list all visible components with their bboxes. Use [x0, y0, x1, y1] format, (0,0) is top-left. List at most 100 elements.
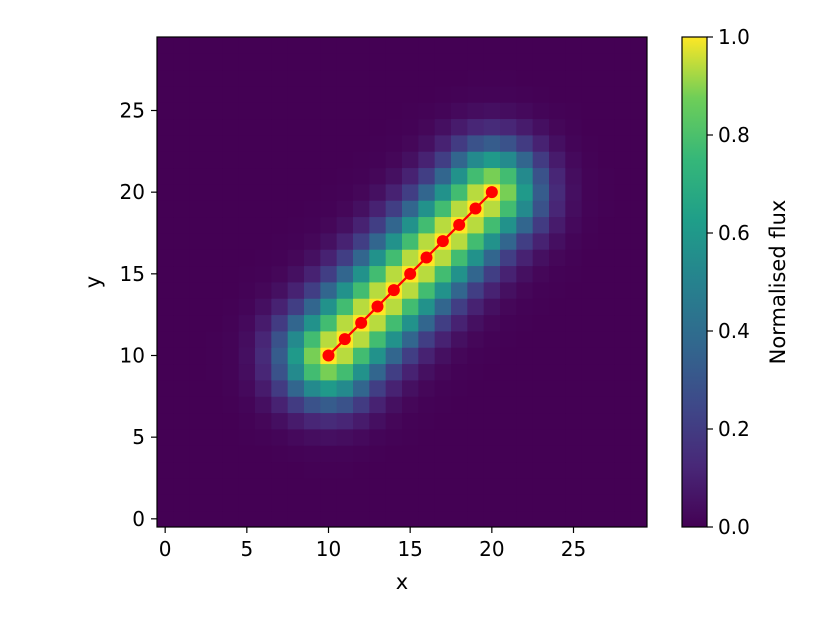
- heatmap-cell: [369, 347, 387, 365]
- heatmap-cell: [304, 118, 321, 136]
- heatmap-cell: [336, 265, 354, 283]
- heatmap-cell: [630, 494, 648, 512]
- heatmap-cell: [598, 184, 615, 201]
- heatmap-cell: [598, 494, 615, 512]
- heatmap-cell: [483, 380, 501, 397]
- heatmap-cell: [418, 412, 436, 430]
- heatmap-cell: [614, 249, 632, 267]
- heatmap-cell: [255, 363, 272, 381]
- heatmap-cell: [222, 184, 240, 201]
- heatmap-cell: [287, 510, 305, 528]
- heatmap-cell: [418, 233, 436, 250]
- heatmap-cell: [516, 429, 534, 446]
- heatmap-cell: [336, 216, 354, 234]
- heatmap-cell: [385, 461, 403, 479]
- heatmap-cell: [565, 184, 583, 201]
- heatmap-cell: [206, 53, 223, 71]
- heatmap-cell: [434, 265, 452, 283]
- heatmap-cell: [549, 445, 566, 463]
- heatmap-cell: [581, 184, 599, 201]
- heatmap-cell: [320, 249, 338, 267]
- heatmap-cell: [467, 265, 485, 283]
- heatmap-cell: [581, 118, 599, 136]
- heatmap-cell: [189, 282, 207, 299]
- heatmap-cell: [255, 53, 272, 71]
- heatmap-cell: [336, 53, 354, 71]
- heatmap-cell: [369, 69, 387, 87]
- heatmap-cell: [287, 363, 305, 381]
- heatmap-cell: [402, 200, 419, 218]
- heatmap-cell: [434, 445, 452, 463]
- heatmap-cell: [418, 184, 436, 201]
- heatmap-cell: [549, 86, 566, 103]
- heatmap-cell: [532, 298, 550, 316]
- heatmap-cell: [516, 396, 534, 414]
- heatmap-cell: [189, 86, 207, 103]
- heatmap-cell: [157, 69, 174, 87]
- heatmap-cell: [434, 478, 452, 495]
- heatmap-cell: [402, 135, 419, 152]
- heatmap-cell: [451, 69, 468, 87]
- heatmap-cell: [581, 233, 599, 250]
- heatmap-cell: [630, 265, 648, 283]
- heatmap-cell: [532, 331, 550, 348]
- heatmap-cell: [206, 37, 223, 54]
- heatmap-cell: [614, 37, 632, 54]
- y-tick-label: 20: [120, 180, 145, 204]
- heatmap-cell: [483, 249, 501, 267]
- heatmap-cell: [532, 167, 550, 185]
- heatmap-cell: [418, 102, 436, 120]
- heatmap-cell: [549, 135, 566, 152]
- heatmap-cell: [222, 167, 240, 185]
- heatmap-cell: [320, 135, 338, 152]
- heatmap-cell: [418, 494, 436, 512]
- heatmap-cell: [549, 396, 566, 414]
- heatmap-cell: [320, 494, 338, 512]
- heatmap-cell: [549, 314, 566, 332]
- heatmap-cell: [255, 167, 272, 185]
- heatmap-cell: [206, 135, 223, 152]
- heatmap-cell: [189, 298, 207, 316]
- heatmap-cell: [189, 314, 207, 332]
- heatmap-cell: [500, 412, 517, 430]
- heatmap-cell: [402, 53, 419, 71]
- heatmap-cell: [581, 86, 599, 103]
- heatmap-cell: [189, 167, 207, 185]
- heatmap-cell: [614, 265, 632, 283]
- heatmap-cell: [598, 331, 615, 348]
- heatmap-cell: [320, 363, 338, 381]
- heatmap-cell: [271, 53, 289, 71]
- heatmap-cell: [467, 102, 485, 120]
- y-tick-label: 5: [132, 425, 145, 449]
- heatmap-cell: [614, 216, 632, 234]
- heatmap-cell: [549, 249, 566, 267]
- heatmap-cell: [483, 167, 501, 185]
- heatmap-cell: [516, 118, 534, 136]
- heatmap-cell: [369, 461, 387, 479]
- heatmap-cell: [287, 249, 305, 267]
- heatmap-cell: [157, 249, 174, 267]
- heatmap-cell: [157, 167, 174, 185]
- heatmap-cell: [565, 200, 583, 218]
- heatmap-cell: [304, 331, 321, 348]
- y-tick-label: 0: [132, 507, 145, 531]
- heatmap-cell: [222, 429, 240, 446]
- heatmap-cell: [500, 494, 517, 512]
- heatmap-cell: [173, 478, 191, 495]
- heatmap-cell: [385, 135, 403, 152]
- heatmap-cell: [598, 53, 615, 71]
- heatmap-cell: [614, 200, 632, 218]
- heatmap-cell: [483, 331, 501, 348]
- heatmap-cell: [451, 53, 468, 71]
- heatmap-cell: [467, 298, 485, 316]
- heatmap-cell: [418, 69, 436, 87]
- heatmap-cell: [451, 102, 468, 120]
- heatmap-cell: [598, 86, 615, 103]
- heatmap-cell: [385, 86, 403, 103]
- heatmap-cell: [467, 445, 485, 463]
- heatmap-cell: [565, 151, 583, 169]
- heatmap-cell: [222, 118, 240, 136]
- heatmap-cell: [287, 412, 305, 430]
- heatmap-cell: [500, 510, 517, 528]
- heatmap-cell: [336, 412, 354, 430]
